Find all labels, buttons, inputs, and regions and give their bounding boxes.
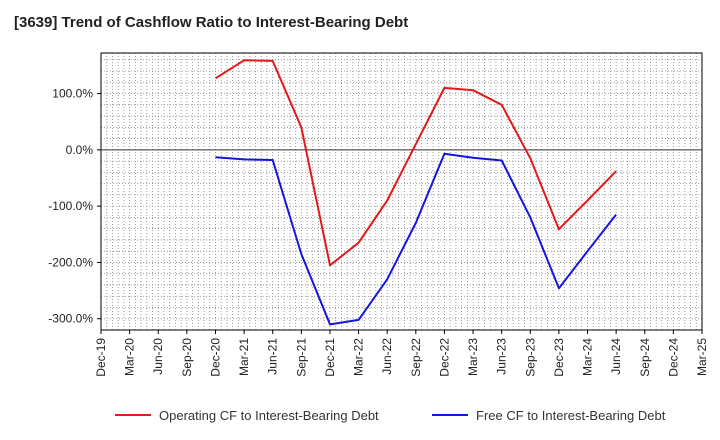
x-tick-label: Sep-20 (180, 338, 194, 377)
x-tick-label: Mar-22 (352, 338, 366, 376)
x-tick-label: Jun-24 (609, 338, 623, 375)
x-tick-label: Mar-25 (695, 338, 709, 376)
x-tick-label: Dec-23 (552, 338, 566, 377)
legend-swatch-operating-cf (115, 414, 151, 416)
y-tick-label: -100.0% (48, 199, 93, 213)
legend-label-operating-cf: Operating CF to Interest-Bearing Debt (159, 407, 379, 423)
legend-label-free-cf: Free CF to Interest-Bearing Debt (476, 407, 666, 423)
x-tick-label: Jun-20 (151, 338, 165, 375)
series-line-free-cf (215, 152, 617, 326)
x-tick-label: Dec-24 (666, 338, 680, 377)
x-tick-label: Jun-22 (380, 338, 394, 375)
chart-title: [3639] Trend of Cashflow Ratio to Intere… (14, 14, 409, 31)
x-tick-label: Jun-23 (495, 338, 509, 375)
y-tick-label: 100.0% (52, 87, 93, 101)
x-tick-label: Sep-22 (409, 338, 423, 377)
legend-item-operating-cf: Operating CF to Interest-Bearing Debt (115, 400, 379, 430)
x-tick-label: Dec-20 (208, 338, 222, 377)
plot-frame (100, 52, 703, 331)
series-lines (214, 59, 617, 326)
x-tick-label: Sep-21 (294, 338, 308, 377)
x-axis-ticks: Dec-19 Mar-20 Jun-20 Sep-20 Dec-20 Mar-21 Jun-… (94, 330, 709, 377)
x-tick-label: Dec-19 (94, 338, 108, 377)
x-tick-label: Sep-24 (638, 338, 652, 377)
x-tick-label: Jun-21 (266, 338, 280, 375)
legend: Operating CF to Interest-Bearing Debt Fr… (0, 400, 720, 430)
series-line-operating-cf (214, 59, 617, 267)
x-tick-label: Dec-22 (437, 338, 451, 377)
y-tick-label: -200.0% (48, 255, 93, 269)
x-tick-label: Sep-23 (523, 338, 537, 377)
x-tick-label: Mar-20 (123, 338, 137, 376)
grid-lines (101, 53, 702, 330)
y-tick-label: -300.0% (48, 312, 93, 326)
legend-item-free-cf: Free CF to Interest-Bearing Debt (432, 400, 665, 430)
x-tick-label: Mar-24 (581, 338, 595, 376)
legend-swatch-free-cf (432, 414, 468, 416)
x-tick-label: Mar-23 (466, 338, 480, 376)
x-tick-label: Dec-21 (323, 338, 337, 377)
y-axis-ticks: 100.0% 0.0% -100.0% -200.0% -300.0% (48, 87, 101, 326)
x-tick-label: Mar-21 (237, 338, 251, 376)
y-tick-label: 0.0% (66, 143, 94, 157)
